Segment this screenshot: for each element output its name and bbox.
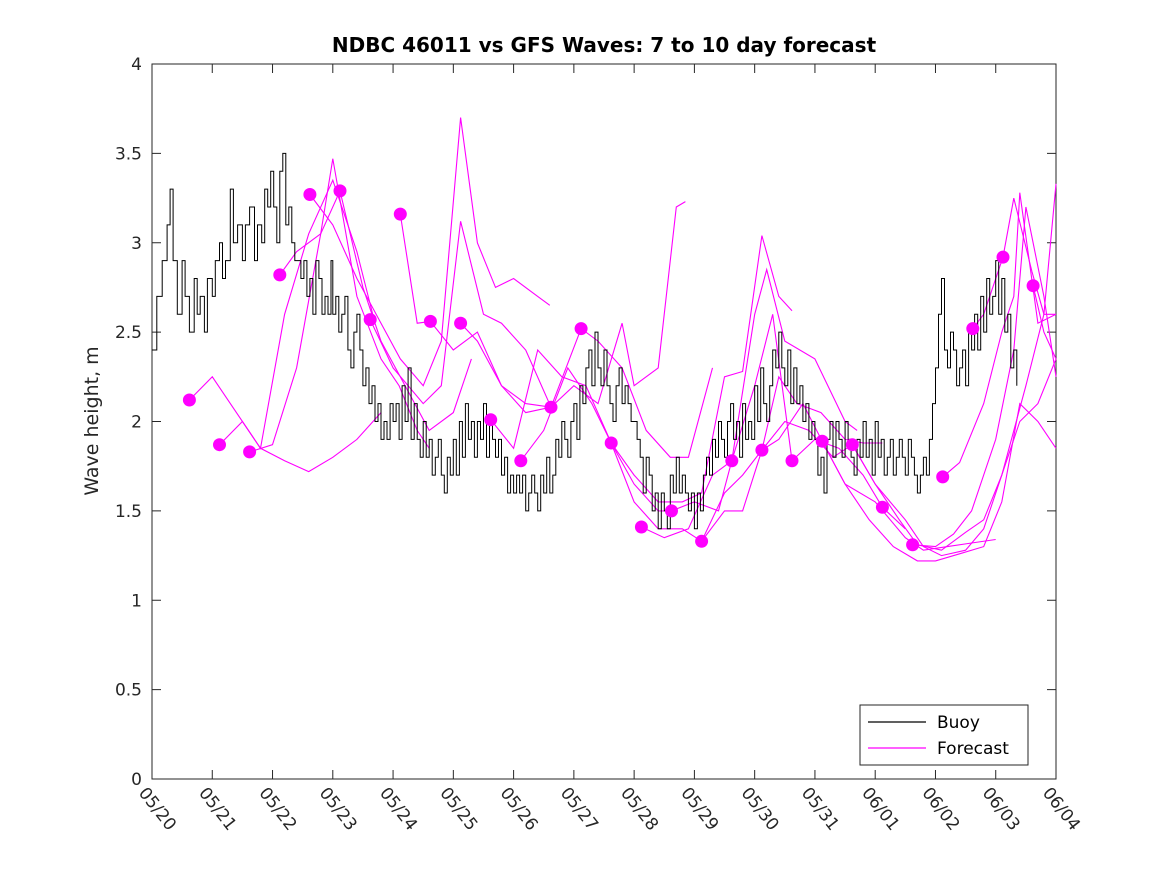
- forecast-line: [821, 402, 1057, 562]
- forecast-line: [460, 322, 714, 458]
- forecast-marker: [785, 454, 799, 468]
- y-tick-label: 1.5: [115, 502, 142, 522]
- y-tick-label: 3: [131, 234, 142, 254]
- forecast-marker: [574, 322, 588, 336]
- chart-title: NDBC 46011 vs GFS Waves: 7 to 10 day for…: [332, 33, 877, 57]
- forecast-marker: [996, 250, 1010, 264]
- y-tick-label: 0.5: [115, 681, 142, 701]
- forecast-line: [641, 314, 906, 539]
- forecast-marker: [875, 500, 889, 514]
- legend-box: [859, 704, 1029, 766]
- y-tick-label: 1: [131, 591, 142, 611]
- forecast-line: [369, 221, 552, 408]
- forecast-marker: [514, 454, 528, 468]
- forecast-marker: [755, 443, 769, 457]
- legend-label-forecast: Forecast: [937, 739, 1009, 759]
- legend-label-buoy: Buoy: [937, 713, 980, 733]
- forecast-marker: [182, 393, 196, 407]
- y-tick-label: 2: [131, 413, 142, 433]
- forecast-line: [610, 375, 883, 543]
- forecast-marker: [303, 188, 317, 201]
- forecast-line: [851, 358, 1057, 551]
- forecast-marker: [634, 520, 648, 534]
- buoy-line: [152, 152, 1018, 530]
- y-tick-label: 2.5: [115, 323, 142, 343]
- forecast-marker: [243, 445, 257, 459]
- forecast-line: [1032, 285, 1057, 360]
- forecast-marker: [423, 314, 437, 328]
- forecast-marker: [544, 400, 558, 414]
- forecast-marker: [1026, 279, 1040, 293]
- forecast-marker: [665, 504, 678, 518]
- forecast-marker: [815, 434, 829, 448]
- forecast-line: [189, 375, 382, 473]
- forecast-marker: [363, 313, 377, 327]
- y-tick-label: 3.5: [115, 144, 142, 164]
- forecast-marker: [484, 413, 498, 427]
- forecast-marker: [213, 438, 226, 452]
- forecast-marker: [906, 538, 920, 552]
- forecast-marker: [273, 268, 287, 282]
- y-tick-label: 0: [131, 770, 142, 790]
- forecast-marker: [454, 316, 468, 330]
- y-tick-label: 4: [131, 55, 142, 75]
- forecast-line: [912, 206, 1057, 548]
- forecast-marker: [936, 470, 950, 484]
- forecast-marker: [845, 438, 859, 452]
- forecast-marker: [604, 436, 618, 450]
- forecast-marker: [393, 207, 407, 221]
- forecast-line: [219, 178, 376, 450]
- forecast-line: [309, 117, 551, 387]
- forecast-marker: [333, 184, 347, 198]
- forecast-marker: [725, 454, 739, 468]
- y-axis-label: Wave height, m: [81, 346, 103, 495]
- forecast-marker: [966, 322, 980, 336]
- forecast-marker: [695, 534, 709, 548]
